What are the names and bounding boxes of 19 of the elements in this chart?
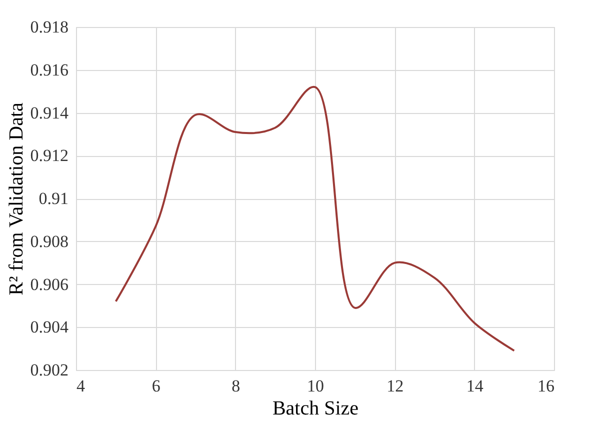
x-tick-label: 8 [232,376,240,396]
y-tick-label: 0.916 [30,60,68,80]
x-tick-label: 10 [307,376,324,396]
y-tick-label: 0.906 [30,274,68,294]
y-tick-label: 0.91 [38,189,68,208]
y-tick-label: 0.904 [30,318,69,337]
line-series [114,86,516,352]
y-tick-label: 0.902 [30,360,68,380]
x-axis-title: Batch Size [272,398,359,420]
y-tick-label: 0.918 [30,18,68,36]
y-tick-label: 0.908 [30,232,68,251]
x-tick-label: 12 [386,376,404,396]
x-tick-label: 6 [152,376,160,396]
x-tick-label: 16 [538,376,554,396]
y-tick-label: 0.912 [30,146,68,166]
x-tick-label: 14 [466,376,484,396]
x-tick-label: 4 [76,376,86,396]
y-axis-title: R² from Validation Data [5,102,28,296]
y-tick-label: 0.914 [30,103,69,122]
